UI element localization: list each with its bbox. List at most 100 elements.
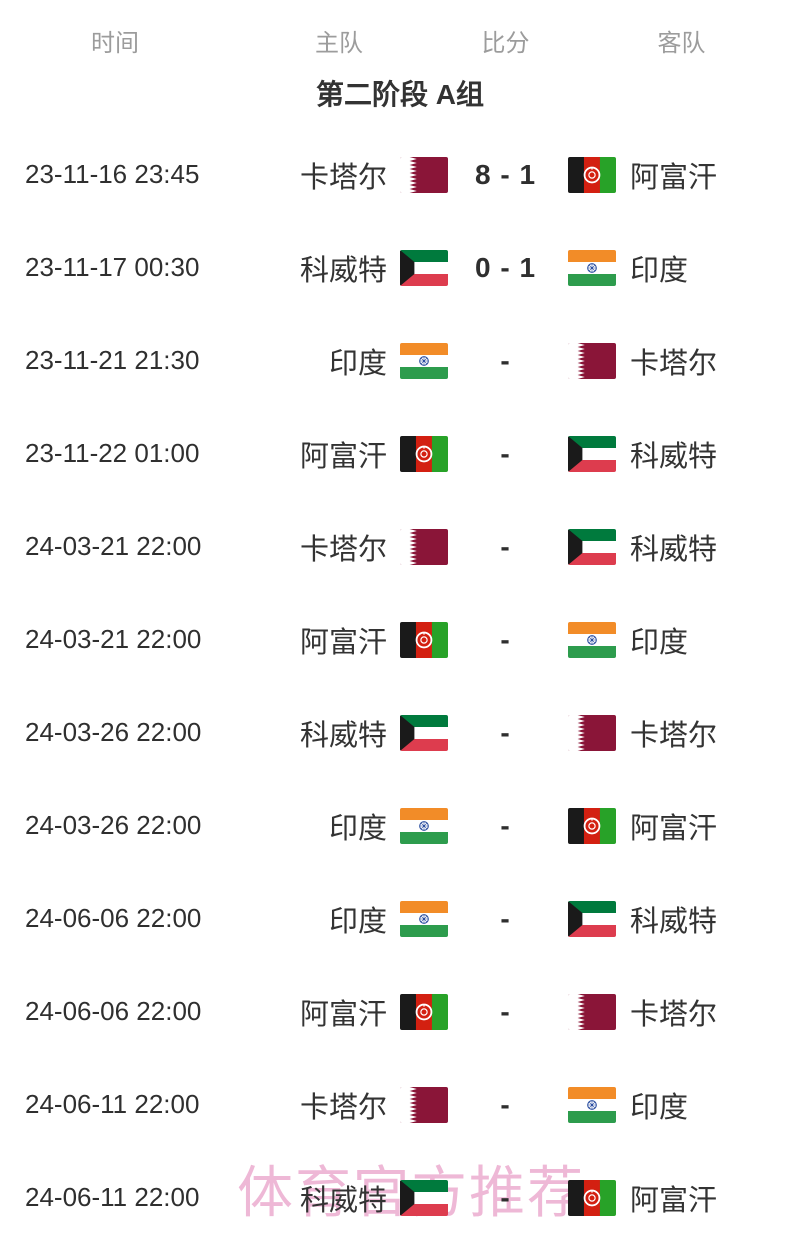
kuwait-flag-icon — [400, 1180, 448, 1216]
match-time: 24-06-11 22:00 — [25, 1089, 200, 1119]
match-score: 8 - 1 — [474, 158, 537, 190]
home-team-name: 卡塔尔 — [299, 1091, 387, 1124]
match-time: 24-06-06 22:00 — [25, 996, 202, 1026]
qatar-flag-icon — [400, 1087, 448, 1123]
india-flag-icon — [400, 343, 448, 379]
kuwait-flag-icon — [400, 715, 448, 751]
match-row[interactable]: 23-11-21 21:30 印度 - 卡塔尔 — [0, 314, 800, 407]
away-cell: 阿富汗 — [563, 1177, 800, 1219]
home-cell: 卡塔尔 — [230, 1084, 448, 1126]
home-cell: 卡塔尔 — [230, 526, 448, 568]
home-team-name: 阿富汗 — [299, 626, 387, 659]
home-cell: 印度 — [230, 898, 448, 940]
home-team-name: 印度 — [328, 812, 387, 845]
away-cell: 印度 — [563, 1084, 800, 1126]
india-flag-icon — [400, 901, 448, 937]
away-cell: 印度 — [563, 619, 800, 661]
afghanistan-flag-icon — [568, 157, 616, 193]
away-cell: 阿富汗 — [563, 154, 800, 196]
header-score: 比分 — [481, 29, 530, 57]
match-score: - — [500, 809, 511, 841]
india-flag-icon — [568, 1087, 616, 1123]
afghanistan-flag-icon — [568, 1180, 616, 1216]
home-team-name: 阿富汗 — [299, 440, 387, 473]
match-score: - — [500, 437, 511, 469]
india-flag-icon — [568, 250, 616, 286]
home-cell: 科威特 — [230, 712, 448, 754]
header-home: 主队 — [315, 29, 363, 57]
away-team-name: 阿富汗 — [630, 1184, 718, 1217]
match-row[interactable]: 23-11-17 00:30 科威特 0 - 1 印度 — [0, 221, 800, 314]
header-away: 客队 — [657, 29, 706, 57]
home-cell: 科威特 — [230, 1177, 448, 1219]
away-cell: 科威特 — [563, 433, 800, 475]
kuwait-flag-icon — [568, 529, 616, 565]
home-cell: 阿富汗 — [230, 991, 448, 1033]
away-team-name: 科威特 — [630, 440, 718, 473]
match-score: - — [500, 1181, 511, 1213]
away-cell: 卡塔尔 — [563, 712, 800, 754]
home-team-name: 卡塔尔 — [299, 161, 387, 194]
qatar-flag-icon — [568, 343, 616, 379]
match-time: 24-03-21 22:00 — [25, 531, 202, 561]
away-cell: 卡塔尔 — [563, 340, 800, 382]
away-team-name: 印度 — [630, 626, 689, 659]
home-cell: 阿富汗 — [230, 433, 448, 475]
match-score: - — [500, 902, 511, 934]
match-time: 24-03-21 22:00 — [25, 624, 202, 654]
away-team-name: 阿富汗 — [630, 812, 718, 845]
afghanistan-flag-icon — [400, 994, 448, 1030]
afghanistan-flag-icon — [400, 436, 448, 472]
match-time: 24-06-11 22:00 — [25, 1182, 200, 1212]
match-row[interactable]: 24-03-26 22:00 印度 - 阿富汗 — [0, 779, 800, 872]
away-team-name: 阿富汗 — [630, 161, 718, 194]
home-cell: 科威特 — [230, 247, 448, 289]
match-row[interactable]: 24-06-06 22:00 阿富汗 - 卡塔尔 — [0, 965, 800, 1058]
home-team-name: 阿富汗 — [299, 998, 387, 1031]
match-row[interactable]: 24-03-26 22:00 科威特 - 卡塔尔 — [0, 686, 800, 779]
away-team-name: 印度 — [630, 254, 689, 287]
away-cell: 卡塔尔 — [563, 991, 800, 1033]
match-time: 23-11-16 23:45 — [25, 159, 200, 189]
home-cell: 阿富汗 — [230, 619, 448, 661]
match-time: 24-03-26 22:00 — [25, 810, 202, 840]
home-team-name: 卡塔尔 — [299, 533, 387, 566]
match-score: - — [500, 716, 511, 748]
match-row[interactable]: 24-03-21 22:00 卡塔尔 - 科威特 — [0, 500, 800, 593]
match-time: 23-11-17 00:30 — [25, 252, 200, 282]
india-flag-icon — [400, 808, 448, 844]
home-cell: 印度 — [230, 340, 448, 382]
away-team-name: 卡塔尔 — [630, 998, 718, 1031]
qatar-flag-icon — [400, 529, 448, 565]
kuwait-flag-icon — [568, 436, 616, 472]
away-team-name: 科威特 — [630, 533, 718, 566]
home-team-name: 科威特 — [299, 254, 387, 287]
qatar-flag-icon — [568, 994, 616, 1030]
match-list: 23-11-16 23:45 卡塔尔 8 - 1 阿富汗 23-11-17 00… — [0, 128, 800, 1233]
away-cell: 印度 — [563, 247, 800, 289]
match-row[interactable]: 23-11-22 01:00 阿富汗 - 科威特 — [0, 407, 800, 500]
match-time: 23-11-22 01:00 — [25, 438, 200, 468]
away-cell: 科威特 — [563, 526, 800, 568]
match-score: - — [500, 623, 511, 655]
kuwait-flag-icon — [568, 901, 616, 937]
home-team-name: 印度 — [328, 905, 387, 938]
match-row[interactable]: 24-03-21 22:00 阿富汗 - 印度 — [0, 593, 800, 686]
match-time: 23-11-21 21:30 — [25, 345, 200, 375]
india-flag-icon — [568, 622, 616, 658]
stage-title: 第二阶段 A组 — [315, 79, 484, 110]
match-row[interactable]: 24-06-11 22:00 卡塔尔 - 印度 — [0, 1058, 800, 1151]
qatar-flag-icon — [568, 715, 616, 751]
home-team-name: 科威特 — [299, 719, 387, 752]
match-score: - — [500, 995, 511, 1027]
match-row[interactable]: 24-06-11 22:00 科威特 - 阿富汗 — [0, 1151, 800, 1233]
away-cell: 阿富汗 — [563, 805, 800, 847]
match-score: - — [500, 530, 511, 562]
home-cell: 卡塔尔 — [230, 154, 448, 196]
match-time: 24-06-06 22:00 — [25, 903, 202, 933]
away-team-name: 卡塔尔 — [630, 347, 718, 380]
match-row[interactable]: 23-11-16 23:45 卡塔尔 8 - 1 阿富汗 — [0, 128, 800, 221]
home-team-name: 科威特 — [299, 1184, 387, 1217]
match-row[interactable]: 24-06-06 22:00 印度 - 科威特 — [0, 872, 800, 965]
